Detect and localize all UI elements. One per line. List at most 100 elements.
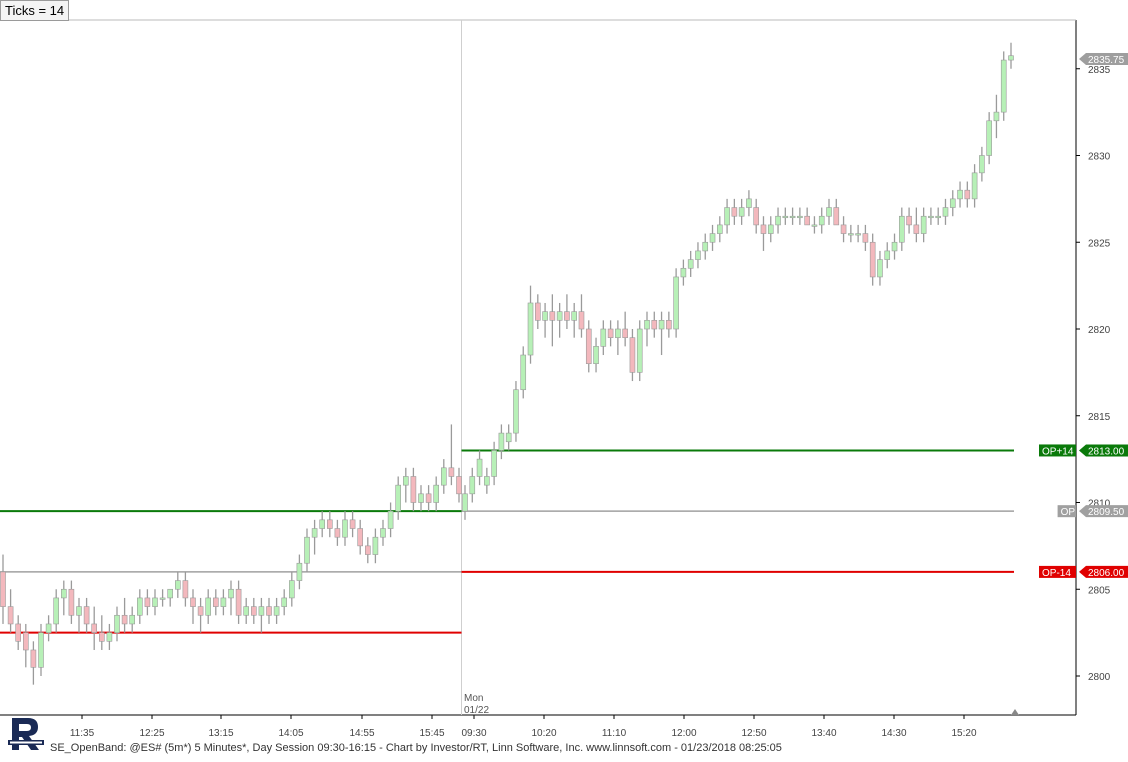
candle-prev-48[interactable] xyxy=(364,545,371,555)
candle-curr-71[interactable] xyxy=(979,155,985,174)
candle-curr-27[interactable] xyxy=(658,320,665,330)
candle-curr-69[interactable] xyxy=(964,189,971,200)
candle-curr-53[interactable] xyxy=(848,233,854,236)
candle-prev-52[interactable] xyxy=(395,484,402,512)
candle-curr-46[interactable] xyxy=(797,215,803,219)
candle-curr-51[interactable] xyxy=(833,207,840,226)
candle-curr-60[interactable] xyxy=(898,215,905,243)
candle-curr-52[interactable] xyxy=(840,224,847,234)
candle-prev-44[interactable] xyxy=(334,528,341,538)
candle-prev-50[interactable] xyxy=(380,528,386,538)
candle-prev-46[interactable] xyxy=(349,519,356,529)
candle-prev-10[interactable] xyxy=(76,606,82,616)
candle-prev-14[interactable] xyxy=(106,632,113,642)
candle-curr-10[interactable] xyxy=(534,302,541,321)
candle-curr-32[interactable] xyxy=(695,250,701,260)
candle-curr-24[interactable] xyxy=(636,328,643,373)
candle-curr-34[interactable] xyxy=(709,233,716,243)
candle-curr-72[interactable] xyxy=(986,120,992,156)
candle-prev-53[interactable] xyxy=(402,476,409,486)
candle-prev-1[interactable] xyxy=(7,606,14,625)
candle-prev-22[interactable] xyxy=(167,588,173,599)
candle-curr-14[interactable] xyxy=(564,311,570,321)
candle-curr-1[interactable] xyxy=(469,476,476,495)
candle-curr-30[interactable] xyxy=(680,267,687,278)
candle-prev-3[interactable] xyxy=(22,632,29,651)
candle-prev-15[interactable] xyxy=(114,614,120,633)
candle-prev-25[interactable] xyxy=(190,597,196,607)
candle-curr-7[interactable] xyxy=(513,389,519,434)
candle-curr-11[interactable] xyxy=(542,311,548,321)
candle-prev-24[interactable] xyxy=(182,580,189,599)
candle-prev-26[interactable] xyxy=(197,606,204,616)
candle-prev-47[interactable] xyxy=(357,528,364,547)
candle-curr-55[interactable] xyxy=(862,233,869,243)
candle-curr-4[interactable] xyxy=(491,450,497,477)
candle-prev-49[interactable] xyxy=(372,536,379,555)
candle-curr-26[interactable] xyxy=(651,320,658,330)
candle-curr-9[interactable] xyxy=(527,302,534,356)
candle-curr-28[interactable] xyxy=(666,320,672,330)
candle-curr-13[interactable] xyxy=(556,311,563,321)
candle-prev-55[interactable] xyxy=(418,493,424,503)
candle-curr-25[interactable] xyxy=(644,320,650,330)
candle-curr-59[interactable] xyxy=(891,241,898,252)
candle-curr-54[interactable] xyxy=(855,233,861,236)
candle-curr-36[interactable] xyxy=(724,207,730,226)
candle-prev-40[interactable] xyxy=(304,536,310,564)
candle-prev-20[interactable] xyxy=(152,597,158,607)
candle-prev-7[interactable] xyxy=(53,597,60,625)
candle-prev-56[interactable] xyxy=(425,493,432,503)
candle-curr-64[interactable] xyxy=(928,215,934,219)
candle-prev-8[interactable] xyxy=(60,588,67,599)
candle-curr-74[interactable] xyxy=(1000,59,1007,113)
candle-curr-12[interactable] xyxy=(549,311,556,321)
candle-curr-2[interactable] xyxy=(476,458,483,477)
candle-curr-62[interactable] xyxy=(913,224,920,234)
candle-curr-35[interactable] xyxy=(716,224,723,234)
candle-curr-42[interactable] xyxy=(767,224,774,234)
ticks-setting-label[interactable]: Ticks = 14 xyxy=(0,0,70,21)
candle-curr-22[interactable] xyxy=(622,328,628,338)
candle-prev-12[interactable] xyxy=(91,623,97,633)
candle-curr-29[interactable] xyxy=(673,276,679,330)
candle-prev-0[interactable] xyxy=(0,571,6,607)
candle-prev-6[interactable] xyxy=(45,623,52,633)
candle-curr-73[interactable] xyxy=(993,111,1000,122)
candle-curr-67[interactable] xyxy=(949,198,956,208)
candle-curr-66[interactable] xyxy=(942,207,949,217)
candle-prev-23[interactable] xyxy=(175,580,181,590)
candle-prev-35[interactable] xyxy=(266,606,272,616)
candle-prev-39[interactable] xyxy=(296,562,303,581)
candle-curr-16[interactable] xyxy=(578,311,585,330)
candle-prev-18[interactable] xyxy=(137,597,143,616)
candle-curr-43[interactable] xyxy=(775,215,781,226)
candle-prev-34[interactable] xyxy=(258,606,265,616)
candle-curr-19[interactable] xyxy=(600,328,607,347)
candle-curr-0[interactable] xyxy=(462,493,468,512)
candle-prev-45[interactable] xyxy=(342,519,348,538)
candle-curr-50[interactable] xyxy=(826,207,832,217)
candle-prev-51[interactable] xyxy=(387,510,394,529)
candle-prev-57[interactable] xyxy=(433,484,440,503)
candle-curr-3[interactable] xyxy=(484,476,490,486)
candle-prev-42[interactable] xyxy=(319,519,326,529)
candle-curr-6[interactable] xyxy=(505,432,512,443)
candle-curr-37[interactable] xyxy=(731,207,738,217)
candle-prev-41[interactable] xyxy=(311,528,318,538)
candle-curr-41[interactable] xyxy=(760,224,767,234)
candle-curr-18[interactable] xyxy=(593,346,599,365)
candle-prev-30[interactable] xyxy=(228,588,234,599)
candle-prev-16[interactable] xyxy=(121,614,128,625)
candle-curr-5[interactable] xyxy=(498,432,505,451)
candle-prev-13[interactable] xyxy=(99,632,105,642)
candle-prev-43[interactable] xyxy=(326,519,333,529)
candle-prev-29[interactable] xyxy=(220,597,227,607)
candle-curr-75[interactable] xyxy=(1008,55,1014,61)
candle-curr-23[interactable] xyxy=(629,337,636,373)
candle-prev-32[interactable] xyxy=(243,606,249,616)
candle-prev-33[interactable] xyxy=(251,606,257,616)
candle-prev-5[interactable] xyxy=(38,632,44,668)
